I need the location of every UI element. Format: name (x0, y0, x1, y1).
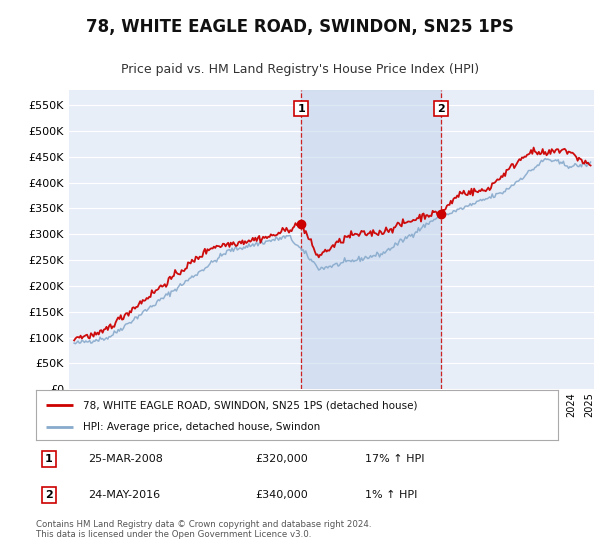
Text: 2: 2 (45, 491, 53, 500)
Text: 24-MAY-2016: 24-MAY-2016 (88, 491, 160, 500)
Text: £340,000: £340,000 (255, 491, 308, 500)
Text: Price paid vs. HM Land Registry's House Price Index (HPI): Price paid vs. HM Land Registry's House … (121, 63, 479, 76)
Text: 17% ↑ HPI: 17% ↑ HPI (365, 454, 424, 464)
Text: 25-MAR-2008: 25-MAR-2008 (88, 454, 163, 464)
Text: Contains HM Land Registry data © Crown copyright and database right 2024.
This d: Contains HM Land Registry data © Crown c… (36, 520, 371, 539)
Text: 2: 2 (437, 104, 445, 114)
Text: HPI: Average price, detached house, Swindon: HPI: Average price, detached house, Swin… (83, 422, 320, 432)
Text: 1: 1 (45, 454, 53, 464)
Text: £320,000: £320,000 (255, 454, 308, 464)
Text: 78, WHITE EAGLE ROAD, SWINDON, SN25 1PS (detached house): 78, WHITE EAGLE ROAD, SWINDON, SN25 1PS … (83, 400, 418, 410)
Bar (301, 90, 441, 389)
Text: 1% ↑ HPI: 1% ↑ HPI (365, 491, 417, 500)
Text: 78, WHITE EAGLE ROAD, SWINDON, SN25 1PS: 78, WHITE EAGLE ROAD, SWINDON, SN25 1PS (86, 18, 514, 36)
Text: 1: 1 (297, 104, 305, 114)
